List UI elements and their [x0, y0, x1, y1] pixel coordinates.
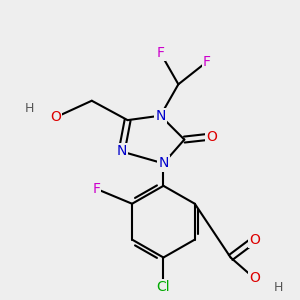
- Text: O: O: [50, 110, 62, 124]
- Text: O: O: [249, 232, 260, 247]
- Text: H: H: [274, 281, 283, 294]
- Text: N: N: [158, 156, 169, 170]
- Text: F: F: [157, 46, 164, 60]
- Text: F: F: [92, 182, 100, 196]
- Text: Cl: Cl: [157, 280, 170, 294]
- Text: H: H: [24, 102, 34, 115]
- Text: F: F: [203, 55, 211, 69]
- Text: O: O: [206, 130, 217, 144]
- Text: N: N: [155, 109, 166, 123]
- Text: O: O: [249, 272, 260, 285]
- Text: N: N: [116, 145, 127, 158]
